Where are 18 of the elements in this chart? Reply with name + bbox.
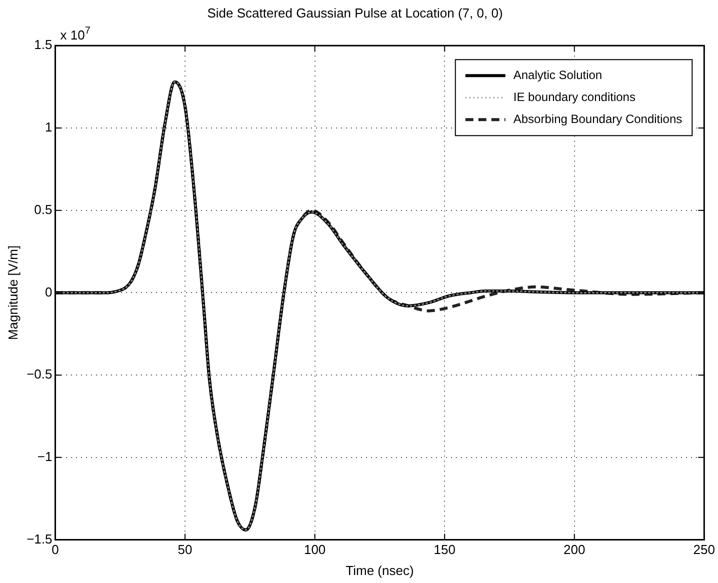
y-tick-label: 1 [45,120,52,135]
y-axis-title: Magnitude [V/m] [5,245,20,340]
y-tick-label: −0.5 [26,366,52,382]
legend-label: Analytic Solution [513,68,602,82]
x-axis-title: Time (nsec) [346,562,414,578]
y-tick-label: −1 [37,449,52,464]
x-tick-label: 150 [434,542,456,558]
chart-title: Side Scattered Gaussian Pulse at Location (7, 0, 0) [207,5,503,20]
legend-label: IE boundary conditions [513,90,636,104]
y-tick-label: −1.5 [26,531,52,546]
x-tick-label: 50 [178,542,192,558]
y-tick-label: 1.5 [34,37,52,52]
y-tick-label: 0 [45,284,52,300]
x-tick-label: 100 [304,542,326,558]
legend-label: Absorbing Boundary Conditions [513,112,682,126]
x-tick-label: 200 [564,542,586,558]
y-tick-label: 0.5 [34,202,52,217]
x-tick-label: 250 [693,542,716,558]
